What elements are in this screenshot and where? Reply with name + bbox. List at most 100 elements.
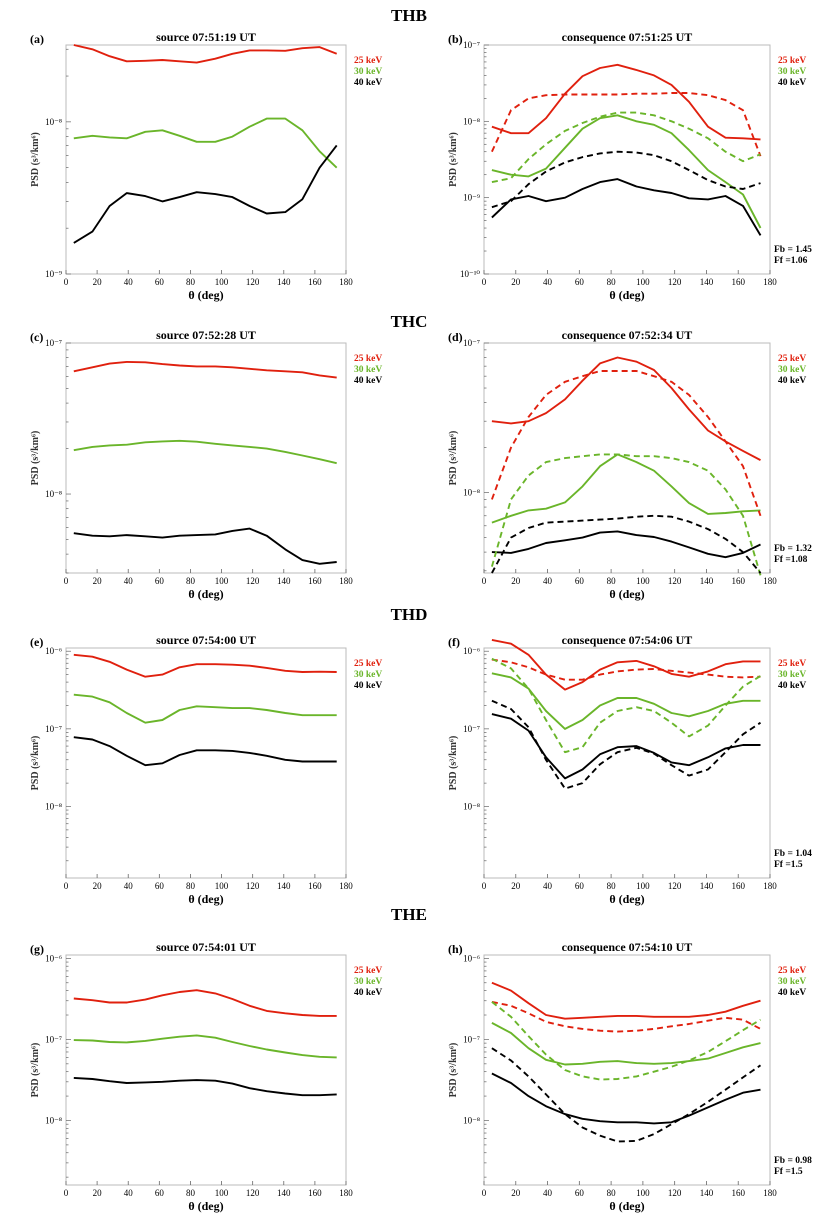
x-tick-label: 140 <box>700 881 714 891</box>
x-tick-label: 20 <box>93 277 103 287</box>
x-tick-label: 0 <box>482 576 487 586</box>
legend-entry: 30 keV <box>354 67 382 77</box>
panel-f: (f) consequence 07:54:06 UT 0 20 40 60 80 100 12… <box>448 633 812 906</box>
series-line-40-kev-solid <box>491 1072 761 1125</box>
series-line-30-kev-dashed <box>491 657 761 754</box>
x-tick-label: 0 <box>64 1188 69 1198</box>
series-line-30-kev-solid <box>491 672 761 730</box>
legend-entry: 40 keV <box>354 988 382 998</box>
x-tick-label: 0 <box>482 277 487 287</box>
x-tick-label: 20 <box>511 576 521 586</box>
panel-title: consequence 07:52:34 UT <box>562 328 693 342</box>
legend-entry: 40 keV <box>354 681 382 691</box>
x-tick-label: 60 <box>575 576 585 586</box>
plot-frame <box>65 954 347 1186</box>
x-tick-label: 160 <box>308 1188 322 1198</box>
x-tick-label: 140 <box>700 1188 714 1198</box>
series-line-25-kev-solid <box>491 63 761 141</box>
legend-entry: 25 keV <box>778 354 806 364</box>
series-line-25-kev-solid <box>73 653 337 678</box>
x-tick-label: 140 <box>277 576 291 586</box>
x-tick-label: 140 <box>700 277 714 287</box>
panel-title: consequence 07:54:10 UT <box>562 940 693 954</box>
y-tick-label: 10⁻⁸ <box>463 116 480 126</box>
x-tick-label: 0 <box>64 277 69 287</box>
y-tick-label: 10⁻⁷ <box>463 338 480 348</box>
x-tick-label: 80 <box>607 277 617 287</box>
series-line-40-kev-dashed <box>491 150 761 209</box>
series-line-40-kev-dashed <box>491 514 762 574</box>
legend-entry: 30 keV <box>354 365 382 375</box>
y-tick-label: 10⁻⁸ <box>463 488 480 498</box>
annotation-text: Ff =1.08 <box>774 555 808 565</box>
panel-c: (c) source 07:52:28 UT 0 20 40 60 80 100 120 140 1… <box>30 328 382 601</box>
legend-entry: 25 keV <box>354 56 382 66</box>
x-tick-label: 180 <box>763 881 777 891</box>
x-tick-label: 60 <box>155 576 165 586</box>
y-tick-label: 10⁻⁶ <box>463 646 480 656</box>
legend-entry: 25 keV <box>354 659 382 669</box>
x-tick-label: 40 <box>543 277 553 287</box>
legend-entry: 25 keV <box>778 56 806 66</box>
x-tick-label: 80 <box>607 576 617 586</box>
y-tick-label: 10⁻⁸ <box>45 489 62 499</box>
x-tick-label: 80 <box>186 576 196 586</box>
series-line-40-kev-solid <box>73 1076 337 1097</box>
y-axis-label: PSD (s³/km⁶) <box>30 431 41 486</box>
x-tick-label: 100 <box>636 277 650 287</box>
panel-title: source 07:54:00 UT <box>156 633 256 647</box>
legend-entry: 25 keV <box>778 966 806 976</box>
x-tick-label: 80 <box>186 881 196 891</box>
x-tick-label: 40 <box>124 881 134 891</box>
x-axis-label: θ (deg) <box>188 1199 223 1213</box>
x-axis-label: θ (deg) <box>609 1199 644 1213</box>
x-tick-label: 180 <box>339 881 353 891</box>
series-line-25-kev-dashed <box>491 370 762 517</box>
y-axis-label: PSD (s³/km⁶) <box>448 431 459 486</box>
section-title-the: THE <box>391 905 427 924</box>
legend-entry: 40 keV <box>778 78 806 88</box>
x-tick-label: 60 <box>575 277 585 287</box>
section-title-thd: THD <box>391 605 428 624</box>
x-tick-label: 60 <box>155 1188 165 1198</box>
x-tick-label: 180 <box>339 576 353 586</box>
x-tick-label: 120 <box>668 881 682 891</box>
x-axis-label: θ (deg) <box>609 587 644 601</box>
x-tick-label: 20 <box>511 277 521 287</box>
y-tick-label: 10⁻⁶ <box>45 646 62 656</box>
x-tick-label: 20 <box>93 576 103 586</box>
x-tick-label: 40 <box>543 576 553 586</box>
x-tick-label: 80 <box>607 881 617 891</box>
panel-label: (b) <box>448 32 463 46</box>
legend-entry: 40 keV <box>354 78 382 88</box>
x-tick-label: 20 <box>511 881 521 891</box>
y-tick-label: 10⁻⁶ <box>45 953 62 963</box>
plot-frame <box>483 342 771 574</box>
panel-label: (a) <box>30 32 44 46</box>
x-tick-label: 80 <box>607 1188 617 1198</box>
plot-frame <box>483 647 771 879</box>
x-tick-label: 160 <box>308 576 322 586</box>
series-line-30-kev-solid <box>73 693 337 724</box>
series-line-30-kev-solid <box>491 114 762 229</box>
plot-frame <box>483 954 771 1186</box>
y-axis-label: PSD (s³/km⁶) <box>30 132 41 187</box>
x-tick-label: 60 <box>155 277 165 287</box>
section-title-thb: THB <box>391 6 427 25</box>
x-tick-label: 40 <box>543 1188 553 1198</box>
x-tick-label: 0 <box>64 576 69 586</box>
x-tick-label: 100 <box>636 1188 650 1198</box>
panel-label: (c) <box>30 330 43 344</box>
x-tick-label: 60 <box>155 881 165 891</box>
x-tick-label: 40 <box>124 576 134 586</box>
x-tick-label: 120 <box>246 1188 260 1198</box>
y-axis-label: PSD (s³/km⁶) <box>448 1043 459 1098</box>
annotation-text: Fb = 1.04 <box>774 849 812 859</box>
y-tick-label: 10⁻⁹ <box>463 193 480 203</box>
x-tick-label: 180 <box>763 277 777 287</box>
panel-title: source 07:51:19 UT <box>156 30 256 44</box>
series-line-25-kev-solid <box>491 981 761 1020</box>
panel-title: source 07:52:28 UT <box>156 328 256 342</box>
legend-entry: 40 keV <box>778 988 806 998</box>
y-tick-label: 10⁻⁷ <box>45 338 62 348</box>
